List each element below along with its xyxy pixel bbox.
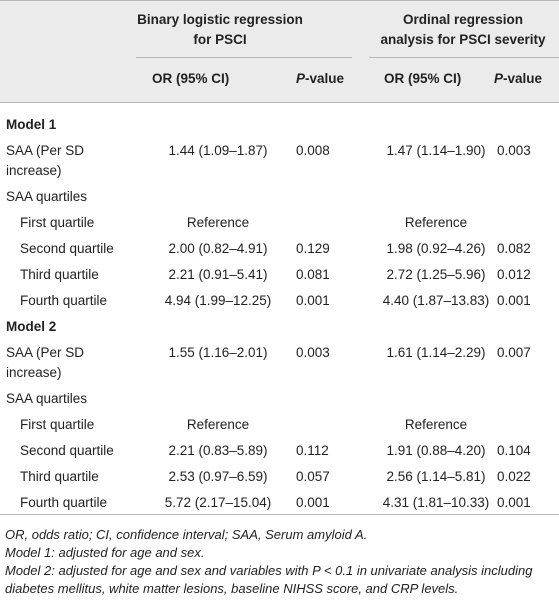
or-binary: 2.21 (0.83–5.89) xyxy=(168,443,268,458)
model-heading-row: Model 2 xyxy=(0,314,559,340)
table-row: Second quartile 2.21 (0.83–5.89) 0.112 1.91… xyxy=(0,438,559,464)
row-label: Second quartile xyxy=(20,443,114,458)
p-ordinal: 0.012 xyxy=(497,267,531,282)
table-row: SAA (Per SD increase) 1.44 (1.09–1.87) 0.00… xyxy=(0,138,559,184)
table-row: Fourth quartile 5.72 (2.17–15.04) 0.001 4.3… xyxy=(0,490,559,516)
p-ordinal: 0.001 xyxy=(497,293,531,308)
col-header-p-ordinal: P-value xyxy=(494,71,543,86)
or-ordinal: 4.31 (1.81–10.33) xyxy=(382,495,490,510)
model-heading: Model 1 xyxy=(6,117,57,132)
p-ordinal: 0.082 xyxy=(497,241,531,256)
table-row: Third quartile 2.21 (0.91–5.41) 0.081 2.72 … xyxy=(0,262,559,288)
table-row: Third quartile 2.53 (0.97–6.59) 0.057 2.56 … xyxy=(0,464,559,490)
footnote-abbreviations: OR, odds ratio; CI, confidence interval;… xyxy=(5,527,368,542)
row-label-line1: SAA (Per SD xyxy=(6,345,85,360)
or-binary: 2.21 (0.91–5.41) xyxy=(168,267,268,282)
p-ordinal: 0.022 xyxy=(497,469,531,484)
row-label: Third quartile xyxy=(20,469,99,484)
p-binary: 0.008 xyxy=(296,143,330,158)
group-rule-binary xyxy=(136,57,352,58)
row-label: Fourth quartile xyxy=(20,495,108,510)
p-binary: 0.001 xyxy=(296,293,330,308)
row-label: Second quartile xyxy=(20,241,114,256)
or-binary: Reference xyxy=(186,215,250,230)
group-header-binary-line2: for PSCI xyxy=(193,32,247,47)
subgroup-label: SAA quartiles xyxy=(6,391,88,406)
subgroup-row: SAA quartiles xyxy=(0,184,559,210)
table-row: Fourth quartile 4.94 (1.99–12.25) 0.001 4.4… xyxy=(0,288,559,314)
row-label: Third quartile xyxy=(20,267,99,282)
row-label: First quartile xyxy=(20,215,95,230)
row-label-line2: increase) xyxy=(6,365,62,380)
footnote-model-1: Model 1: adjusted for age and sex. xyxy=(5,545,205,560)
or-binary: Reference xyxy=(186,417,250,432)
or-binary: 5.72 (2.17–15.04) xyxy=(164,495,272,510)
table-header xyxy=(0,0,559,103)
or-ordinal: 1.61 (1.14–2.29) xyxy=(386,345,486,360)
row-label-line1: SAA (Per SD xyxy=(6,143,85,158)
p-binary: 0.003 xyxy=(296,345,330,360)
col-header-or-binary: OR (95% CI) xyxy=(152,71,230,86)
row-label: Fourth quartile xyxy=(20,293,108,308)
table-bottom-rule xyxy=(0,514,559,515)
p-ordinal: 0.007 xyxy=(497,345,531,360)
subgroup-label: SAA quartiles xyxy=(6,189,88,204)
or-ordinal: 1.91 (0.88–4.20) xyxy=(386,443,486,458)
or-ordinal: 2.72 (1.25–5.96) xyxy=(386,267,486,282)
or-ordinal: Reference xyxy=(404,215,468,230)
p-binary: 0.057 xyxy=(296,469,330,484)
or-binary: 1.55 (1.16–2.01) xyxy=(168,345,268,360)
group-header-ordinal-line2: analysis for PSCI severity xyxy=(380,32,546,47)
p-binary: 0.112 xyxy=(296,443,329,458)
or-ordinal: Reference xyxy=(404,417,468,432)
model-heading: Model 2 xyxy=(6,319,57,334)
row-label: First quartile xyxy=(20,417,95,432)
or-ordinal: 2.56 (1.14–5.81) xyxy=(386,469,486,484)
group-rule-ordinal xyxy=(369,57,559,58)
p-binary: 0.081 xyxy=(296,267,330,282)
table-row: Second quartile 2.00 (0.82–4.91) 0.129 1.98… xyxy=(0,236,559,262)
footnote-model-2: Model 2: adjusted for age and sex and va… xyxy=(5,563,533,596)
table-row: First quartile Reference Reference xyxy=(0,210,559,236)
p-ordinal: 0.104 xyxy=(497,443,531,458)
or-binary: 2.00 (0.82–4.91) xyxy=(168,241,268,256)
p-ordinal: 0.001 xyxy=(497,495,531,510)
or-binary: 2.53 (0.97–6.59) xyxy=(168,469,268,484)
table-row: First quartile Reference Reference xyxy=(0,412,559,438)
col-header-or-ordinal: OR (95% CI) xyxy=(384,71,462,86)
or-binary: 1.44 (1.09–1.87) xyxy=(168,143,268,158)
model-heading-row: Model 1 xyxy=(0,112,559,138)
or-ordinal: 4.40 (1.87–13.83) xyxy=(382,293,490,308)
table-footnotes: OR, odds ratio; CI, confidence interval;… xyxy=(5,526,555,598)
p-ordinal: 0.003 xyxy=(497,143,531,158)
group-header-ordinal-line1: Ordinal regression xyxy=(402,12,524,27)
row-label-line2: increase) xyxy=(6,163,62,178)
subgroup-row: SAA quartiles xyxy=(0,386,559,412)
or-ordinal: 1.47 (1.14–1.90) xyxy=(386,143,486,158)
table-row: SAA (Per SD increase) 1.55 (1.16–2.01) 0.00… xyxy=(0,340,559,386)
p-binary: 0.001 xyxy=(296,495,330,510)
p-binary: 0.129 xyxy=(296,241,330,256)
or-binary: 4.94 (1.99–12.25) xyxy=(164,293,272,308)
or-ordinal: 1.98 (0.92–4.26) xyxy=(386,241,486,256)
group-header-binary-line1: Binary logistic regression xyxy=(137,12,303,27)
col-header-p-binary: P-value xyxy=(296,71,345,86)
